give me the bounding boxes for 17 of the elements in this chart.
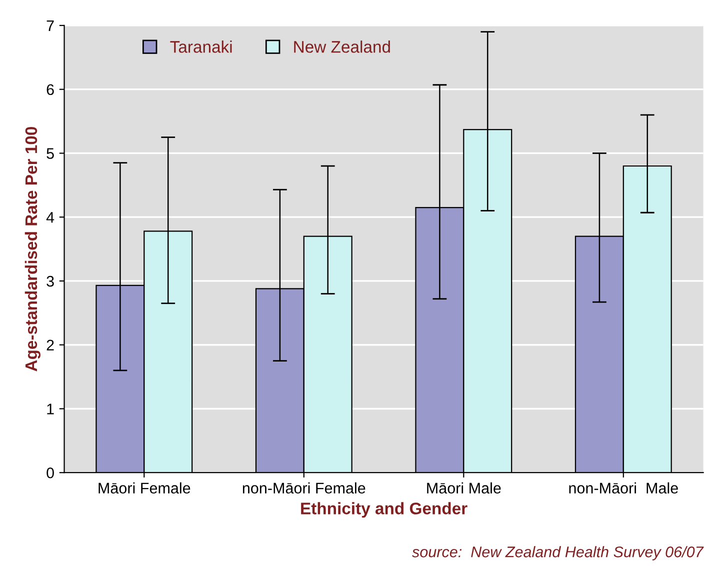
x-tick-label: non-Māori Male <box>569 482 678 494</box>
legend-label: Taranaki <box>170 40 232 53</box>
y-tick-label: 5 <box>46 148 54 159</box>
y-tick-label: 3 <box>46 276 54 287</box>
y-tick-label: 2 <box>46 340 54 350</box>
y-tick-label: 1 <box>47 404 54 414</box>
x-tick-label: Māori Female <box>98 482 190 494</box>
x-tick-label: non-Māori Female <box>242 482 366 494</box>
legend-label: New Zealand <box>294 40 390 53</box>
y-tick-label: 0 <box>46 467 54 478</box>
source-note: source: New Zealand Health Survey 06/07 <box>412 546 704 560</box>
x-axis-title: Ethnicity and Gender <box>301 502 468 518</box>
y-tick-label: 6 <box>46 84 54 96</box>
x-tick-label: Māori Male <box>427 482 501 494</box>
y-tick-label: 4 <box>46 212 54 223</box>
y-axis-title: Age-standardised Rate Per 100 <box>24 126 40 372</box>
y-tick-label: 7 <box>46 20 54 32</box>
